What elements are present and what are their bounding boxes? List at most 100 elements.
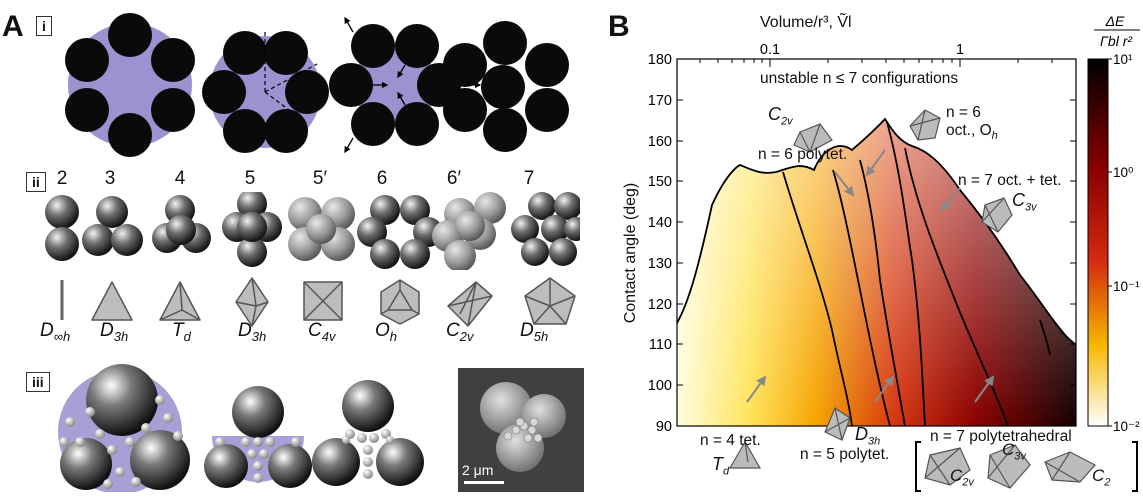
sketch-td xyxy=(728,440,762,469)
annotation-c3v-top: C3v xyxy=(1012,190,1037,214)
cluster-3 xyxy=(82,196,143,256)
sem-micrograph: 2 μm xyxy=(458,368,584,492)
assembly-stage-2 xyxy=(204,386,312,488)
heatmap-region xyxy=(677,119,1076,426)
panel-label-a: A xyxy=(2,10,24,43)
cluster-7 xyxy=(511,192,580,266)
annotation-c3v-bottom: C3v xyxy=(1002,440,1026,463)
particle-disk-illustrations xyxy=(65,13,569,157)
annotation-unstable: unstable n ≤ 7 configurations xyxy=(760,70,959,87)
sketch-oct-top xyxy=(909,109,941,141)
cluster-number-2: 2 xyxy=(56,168,68,189)
sketch-c2 xyxy=(1044,451,1096,483)
cluster-number-5-prime: 5′ xyxy=(312,168,328,189)
cluster-5 xyxy=(222,192,282,267)
cluster-number-7: 7 xyxy=(523,168,535,189)
annotation-n7-octtet: n = 7 oct. + tet. xyxy=(958,172,1062,189)
polyhedron-triangle xyxy=(91,281,133,321)
colorbar-tick-10-m2: 10⁻² xyxy=(1113,419,1140,434)
cluster-number-3: 3 xyxy=(104,168,116,189)
symmetry-label-3: D3h xyxy=(100,320,129,344)
disk-stage-3 xyxy=(329,16,482,154)
cluster-6-prime xyxy=(432,192,506,270)
disk-stage-4 xyxy=(443,21,569,152)
x-tick-labels: 0.1 1 xyxy=(760,42,964,58)
sketch-c2v-bottom xyxy=(924,447,971,486)
colorbar-tick-10-0: 10⁰ xyxy=(1113,165,1134,180)
colorbar-ticks xyxy=(1108,58,1112,427)
y-tick-90: 90 xyxy=(656,419,672,435)
cluster-6 xyxy=(357,195,443,269)
y-tick-160: 160 xyxy=(648,134,672,150)
polyhedron-square-pyramid xyxy=(303,281,343,321)
symmetry-label-2: D∞h xyxy=(40,320,71,344)
annotation-n5-polytet: n = 5 polytet. xyxy=(800,446,890,463)
annotation-td: Td xyxy=(712,454,730,478)
plot-frame xyxy=(676,58,1077,427)
annotation-arrows xyxy=(746,149,995,403)
x-tick-1: 1 xyxy=(956,42,964,58)
polyhedron-c2v xyxy=(447,281,493,327)
colorbar-tick-10-1: 10¹ xyxy=(1113,52,1133,67)
assembly-illustrations xyxy=(58,364,424,492)
subpanel-label-i: i xyxy=(36,16,52,36)
annotation-c2v-bottom: C2v xyxy=(950,466,974,489)
disk-stage-1 xyxy=(65,13,195,157)
sketch-c3v xyxy=(981,197,1013,233)
polyhedra-row xyxy=(60,277,576,327)
x-ticks xyxy=(699,59,1053,67)
polyhedron-octahedron xyxy=(380,279,420,325)
annotation-c2v-top: C2v xyxy=(768,104,793,128)
cluster-number-5: 5 xyxy=(244,168,256,189)
colorbar-label-numerator: ΔE xyxy=(1105,13,1125,29)
y-tick-100: 100 xyxy=(648,378,672,394)
symmetry-label-4: Td xyxy=(172,320,191,344)
colorbar xyxy=(1087,58,1109,427)
sketch-c2v-top xyxy=(793,123,833,153)
annotation-n6-polytet: n = 6 polytet. xyxy=(758,146,848,163)
symmetry-label-5: D3h xyxy=(238,320,267,344)
symmetry-label-7: D5h xyxy=(520,320,549,344)
assembly-stage-3 xyxy=(312,380,424,486)
y-tick-150: 150 xyxy=(648,174,672,190)
x-axis-label: Volume/r³, Ṽl xyxy=(760,14,852,31)
y-tick-110: 110 xyxy=(649,337,672,353)
polyhedron-tetrahedron xyxy=(159,281,201,321)
y-tick-labels: 90 100 110 120 130 140 150 160 170 180 xyxy=(648,52,672,435)
subpanel-label-iii: iii xyxy=(26,372,50,392)
cluster-spheres-row xyxy=(45,192,580,270)
polyhedron-bipyramid xyxy=(235,277,269,327)
annotation-c2: C2 xyxy=(1092,466,1111,489)
y-tick-170: 170 xyxy=(648,93,672,109)
y-tick-130: 130 xyxy=(648,256,672,272)
sketch-c3v-bottom xyxy=(987,444,1031,489)
cluster-5-prime xyxy=(288,197,355,261)
polyhedron-pentagonal-bipyramid xyxy=(524,277,576,325)
y-ticks xyxy=(677,58,1076,427)
annotation-n6-oct-b: oct., Oh xyxy=(946,122,998,143)
panel-label-b: B xyxy=(608,10,630,43)
x-tick-0.1: 0.1 xyxy=(760,42,780,58)
bracket-left xyxy=(915,441,921,492)
y-tick-140: 140 xyxy=(648,215,672,231)
y-tick-180: 180 xyxy=(648,52,672,68)
assembly-stage-1 xyxy=(58,364,190,492)
scale-bar-label: 2 μm xyxy=(462,462,494,478)
symmetry-label-6-prime: C2v xyxy=(446,320,474,344)
colorbar-tick-labels: 10¹ 10⁰ 10⁻¹ 10⁻² xyxy=(1113,52,1140,434)
scale-bar xyxy=(464,481,504,484)
cluster-4 xyxy=(152,195,211,253)
cluster-2 xyxy=(45,195,79,261)
cluster-number-6: 6 xyxy=(376,168,388,189)
bracket-right xyxy=(1132,441,1138,492)
cluster-number-6-prime: 6′ xyxy=(446,168,462,189)
cluster-sketches xyxy=(728,109,1096,489)
annotation-n7-polytet: n = 7 polytetrahedral xyxy=(930,428,1072,445)
annotation-n6-oct: n = 6 xyxy=(946,104,981,121)
symmetry-label-5-prime: C4v xyxy=(308,320,336,344)
disk-stage-2 xyxy=(202,31,329,153)
y-tick-120: 120 xyxy=(648,297,672,313)
colorbar-tick-10-m1: 10⁻¹ xyxy=(1113,279,1140,294)
subpanel-label-ii: ii xyxy=(26,172,46,192)
